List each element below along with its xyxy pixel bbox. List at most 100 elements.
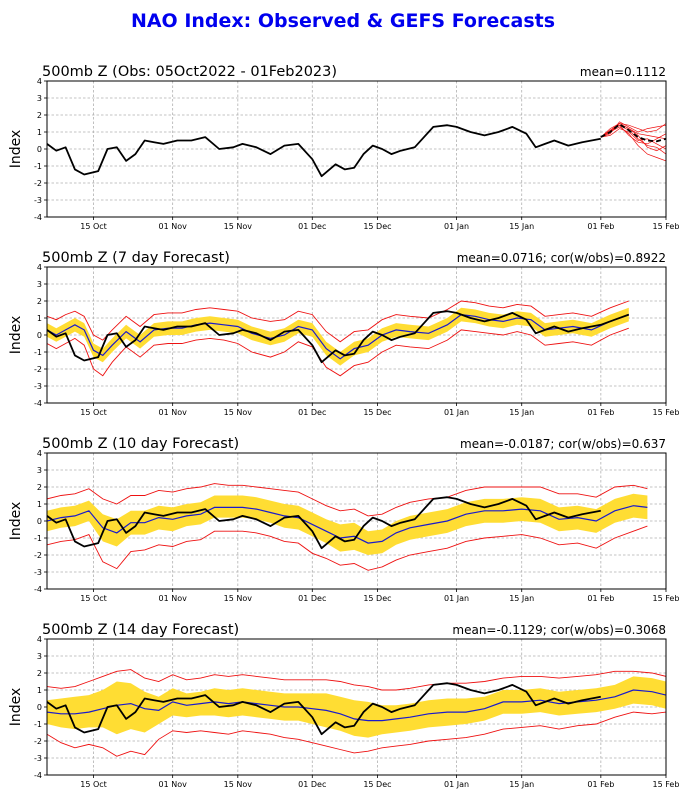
x-tick-label: 15 Oct bbox=[80, 594, 107, 603]
plot-frame bbox=[46, 638, 667, 776]
y-tick-label: -2 bbox=[34, 737, 42, 746]
x-tick-label: 15 Nov bbox=[224, 408, 253, 417]
y-tick-label: -1 bbox=[34, 162, 42, 171]
observed-line bbox=[47, 496, 601, 550]
y-tick-label: 1 bbox=[37, 686, 42, 695]
envelope-low-line bbox=[47, 525, 648, 571]
x-tick-label: 01 Jan bbox=[444, 780, 469, 789]
observed-line bbox=[47, 682, 601, 736]
y-tick-label: 0 bbox=[37, 517, 42, 526]
x-tick-label: 01 Jan bbox=[444, 594, 469, 603]
y-tick-label: 0 bbox=[37, 145, 42, 154]
x-tick-label: 15 Oct bbox=[80, 408, 107, 417]
figure-title: NAO Index: Observed & GEFS Forecasts bbox=[130, 10, 556, 32]
chart-panel-2: 500mb Z (7 day Forecast) mean=0.0716; cor… bbox=[8, 250, 679, 417]
plot-area bbox=[47, 483, 648, 571]
x-tick-label: 01 Dec bbox=[298, 594, 326, 603]
y-tick-label: 3 bbox=[37, 94, 42, 103]
x-tick-label: 15 Feb bbox=[653, 222, 680, 231]
panel-title: 500mb Z (7 day Forecast) bbox=[42, 250, 230, 266]
x-tick-label: 15 Dec bbox=[363, 594, 391, 603]
x-tick-label: 01 Dec bbox=[298, 222, 326, 231]
x-tick-label: 15 Feb bbox=[653, 408, 680, 417]
plot-area bbox=[47, 669, 666, 757]
plot-frame bbox=[46, 80, 667, 218]
x-tick-label: 15 Jan bbox=[509, 408, 534, 417]
y-tick-label: 2 bbox=[37, 111, 42, 120]
y-tick-label: 4 bbox=[37, 635, 42, 644]
y-tick-label: 0 bbox=[37, 331, 42, 340]
x-tick-label: 01 Nov bbox=[158, 408, 187, 417]
y-tick-label: -3 bbox=[34, 754, 42, 763]
chart-panel-3: 500mb Z (10 day Forecast) mean=-0.0187; c… bbox=[8, 436, 679, 603]
y-tick-label: 4 bbox=[37, 77, 42, 86]
x-tick-label: 01 Dec bbox=[298, 780, 326, 789]
x-tick-label: 15 Jan bbox=[509, 222, 534, 231]
y-tick-label: 1 bbox=[37, 500, 42, 509]
y-tick-label: 1 bbox=[37, 128, 42, 137]
plot-area bbox=[47, 300, 630, 377]
x-tick-label: 01 Nov bbox=[158, 222, 187, 231]
x-tick-label: 15 Oct bbox=[80, 222, 107, 231]
y-tick-label: -1 bbox=[34, 720, 42, 729]
x-tick-label: 01 Nov bbox=[158, 780, 187, 789]
y-tick-label: 2 bbox=[37, 669, 42, 678]
y-tick-label: -3 bbox=[34, 196, 42, 205]
y-tick-label: -4 bbox=[34, 213, 42, 222]
x-tick-label: 15 Dec bbox=[363, 780, 391, 789]
panel-title: 500mb Z (14 day Forecast) bbox=[42, 622, 239, 638]
y-axis-label: Index bbox=[8, 502, 24, 541]
x-tick-label: 01 Feb bbox=[587, 222, 614, 231]
envelope-high-line bbox=[47, 483, 648, 517]
spread-band bbox=[47, 493, 648, 555]
y-tick-label: -4 bbox=[34, 585, 42, 594]
panel-title: 500mb Z (Obs: 05Oct2022 - 01Feb2023) bbox=[42, 64, 337, 80]
panel-title: 500mb Z (10 day Forecast) bbox=[42, 436, 239, 452]
ensemble-member-line bbox=[600, 128, 666, 150]
y-tick-label: -4 bbox=[34, 399, 42, 408]
y-tick-label: 3 bbox=[37, 280, 42, 289]
y-tick-label: 2 bbox=[37, 483, 42, 492]
x-tick-label: 01 Jan bbox=[444, 408, 469, 417]
y-tick-label: 4 bbox=[37, 449, 42, 458]
y-axis-label: Index bbox=[8, 688, 24, 727]
x-tick-label: 01 Nov bbox=[158, 594, 187, 603]
plot-area bbox=[47, 121, 666, 178]
plot-frame bbox=[46, 266, 667, 404]
x-tick-label: 15 Nov bbox=[224, 594, 253, 603]
x-tick-label: 15 Feb bbox=[653, 594, 680, 603]
x-tick-label: 15 Jan bbox=[509, 594, 534, 603]
y-axis-label: Index bbox=[8, 130, 24, 169]
ensemble-member-line bbox=[600, 123, 666, 138]
x-tick-label: 01 Jan bbox=[444, 222, 469, 231]
y-tick-label: 4 bbox=[37, 263, 42, 272]
spread-band bbox=[47, 676, 666, 738]
chart-panel-1: 500mb Z (Obs: 05Oct2022 - 01Feb2023) mean… bbox=[8, 64, 679, 231]
x-tick-label: 15 Jan bbox=[509, 780, 534, 789]
panel-stats: mean=0.0716; cor(w/obs)=0.8922 bbox=[457, 251, 666, 265]
y-tick-label: 0 bbox=[37, 703, 42, 712]
chart-panel-4: 500mb Z (14 day Forecast) mean=-0.1129; c… bbox=[8, 622, 679, 789]
envelope-high-line bbox=[47, 300, 629, 343]
y-tick-label: 3 bbox=[37, 652, 42, 661]
envelope-high-line bbox=[47, 669, 666, 691]
y-tick-label: -3 bbox=[34, 382, 42, 391]
x-tick-label: 01 Feb bbox=[587, 408, 614, 417]
y-tick-label: -4 bbox=[34, 771, 42, 780]
x-tick-label: 01 Feb bbox=[587, 594, 614, 603]
x-tick-label: 15 Dec bbox=[363, 222, 391, 231]
spread-band bbox=[47, 307, 629, 366]
panel-stats: mean=-0.1129; cor(w/obs)=0.3068 bbox=[452, 623, 666, 637]
x-tick-label: 15 Oct bbox=[80, 780, 107, 789]
y-tick-label: -2 bbox=[34, 179, 42, 188]
plot-frame bbox=[46, 452, 667, 590]
y-tick-label: -2 bbox=[34, 551, 42, 560]
ensemble-mean-line bbox=[47, 313, 630, 360]
y-tick-label: -1 bbox=[34, 534, 42, 543]
x-tick-label: 15 Nov bbox=[224, 222, 253, 231]
y-tick-label: -2 bbox=[34, 365, 42, 374]
panel-stats: mean=-0.0187; cor(w/obs)=0.637 bbox=[460, 437, 666, 451]
y-tick-label: -1 bbox=[34, 348, 42, 357]
